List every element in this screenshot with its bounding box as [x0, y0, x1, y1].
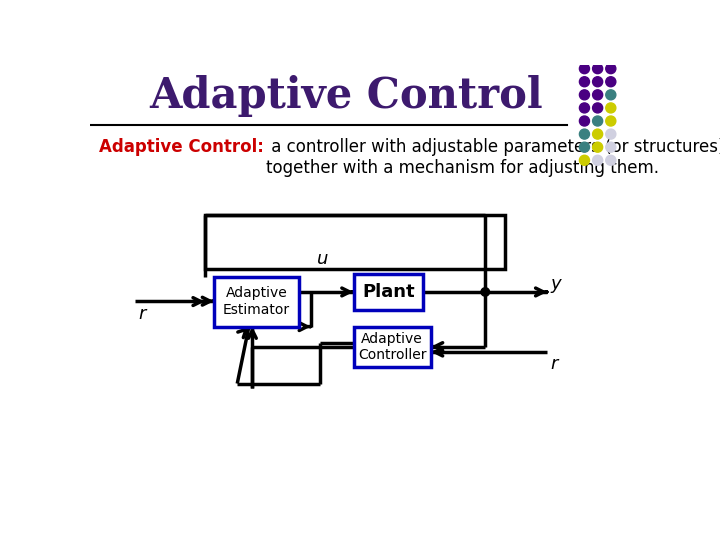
Circle shape — [580, 64, 590, 73]
Circle shape — [593, 77, 603, 87]
Text: a controller with adjustable parameters (or structures)
together with a mechanis: a controller with adjustable parameters … — [266, 138, 720, 177]
Circle shape — [606, 90, 616, 100]
Text: Adaptive Control:: Adaptive Control: — [99, 138, 264, 156]
Circle shape — [580, 156, 590, 165]
Circle shape — [593, 142, 603, 152]
Circle shape — [593, 116, 603, 126]
Circle shape — [580, 90, 590, 100]
Circle shape — [593, 156, 603, 165]
Circle shape — [593, 90, 603, 100]
Bar — [204, 215, 505, 269]
Circle shape — [606, 64, 616, 73]
Text: Adaptive
Controller: Adaptive Controller — [358, 332, 426, 362]
Circle shape — [606, 77, 616, 87]
Bar — [354, 327, 431, 367]
Circle shape — [606, 103, 616, 113]
Circle shape — [481, 288, 490, 296]
Circle shape — [593, 103, 603, 113]
Bar — [354, 274, 423, 309]
Text: Plant: Plant — [362, 283, 415, 301]
Text: Adaptive Control: Adaptive Control — [149, 75, 543, 117]
Text: r: r — [550, 355, 558, 373]
Circle shape — [580, 142, 590, 152]
Text: u: u — [317, 250, 328, 268]
Bar — [214, 276, 300, 327]
Circle shape — [580, 129, 590, 139]
Circle shape — [593, 129, 603, 139]
Circle shape — [606, 156, 616, 165]
Text: y: y — [550, 275, 561, 293]
Circle shape — [593, 64, 603, 73]
Circle shape — [580, 103, 590, 113]
Circle shape — [606, 129, 616, 139]
Text: r: r — [138, 305, 145, 322]
Circle shape — [580, 116, 590, 126]
Circle shape — [606, 116, 616, 126]
Circle shape — [606, 142, 616, 152]
Text: Adaptive
Estimator: Adaptive Estimator — [223, 287, 290, 316]
Circle shape — [580, 77, 590, 87]
